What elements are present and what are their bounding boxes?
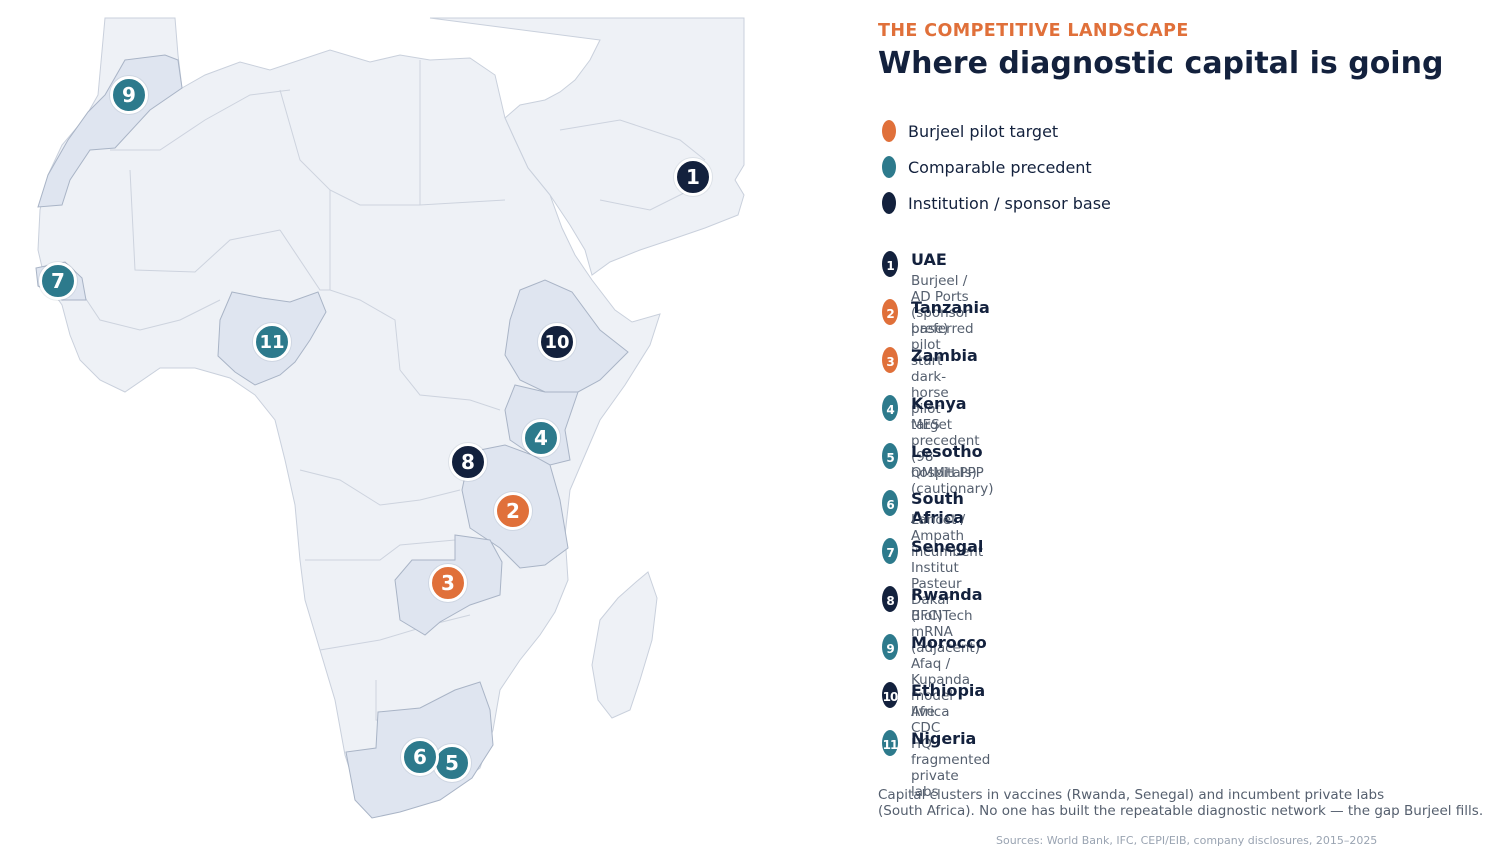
location-description: preferred pilot start: [911, 320, 974, 369]
summary-text: Capital clusters in vaccines (Rwanda, Se…: [878, 787, 1490, 819]
location-number-badge: 3: [882, 346, 898, 373]
legend-item-precedent: Comparable precedent: [878, 149, 1111, 185]
right-panel: THE COMPETITIVE LANDSCAPE Where diagnost…: [878, 0, 1488, 864]
location-description: MES precedent (98 hospitals): [911, 416, 980, 481]
location-number-badge: 4: [882, 394, 898, 421]
location-name: UAE: [911, 250, 947, 269]
sources-note: Sources: World Bank, IFC, CEPI/EIB, comp…: [996, 834, 1378, 847]
location-name: Morocco: [911, 633, 987, 653]
location-description: Burjeel / AD Ports (sponsor base): [911, 273, 970, 337]
africa-landmass: [37, 17, 661, 816]
location-number-badge: 11: [882, 729, 898, 756]
legend: Burjeel pilot target Comparable precedent…: [878, 113, 1111, 221]
legend-dot-icon: [882, 156, 896, 178]
map-marker-uae[interactable]: 1: [674, 158, 712, 196]
map-marker-nigeria[interactable]: 11: [253, 323, 291, 361]
location-number-badge: 7: [882, 538, 898, 565]
map-marker-rwanda[interactable]: 8: [449, 443, 487, 481]
location-name: South Africa: [911, 489, 964, 528]
location-name: Zambia: [911, 345, 978, 365]
legend-label: Comparable precedent: [908, 157, 1092, 177]
location-description: QMMH PPP (cautionary): [911, 464, 994, 497]
location-description: dark-horse pilot target: [911, 368, 953, 433]
summary-line-1: Capital clusters in vaccines (Rwanda, Se…: [878, 787, 1385, 803]
location-description: fragmented private labs: [911, 751, 991, 800]
legend-label: Institution / sponsor base: [908, 193, 1111, 213]
map-marker-tanzania[interactable]: 2: [494, 492, 532, 530]
page-title: Where diagnostic capital is going: [878, 46, 1444, 81]
location-description: Africa CDC HQ: [911, 704, 950, 753]
map-marker-morocco[interactable]: 9: [110, 76, 148, 114]
legend-dot-icon: [882, 120, 896, 142]
location-number-badge: 2: [882, 298, 898, 325]
map-marker-south-africa[interactable]: 6: [401, 738, 439, 776]
map-panel: 1 2 3 4 5 6 7 8 9 10 11: [35, 17, 745, 819]
legend-item-institution: Institution / sponsor base: [878, 185, 1111, 221]
africa-map: [35, 17, 745, 819]
location-name: Ethiopia: [911, 681, 986, 701]
location-number-badge: 6: [882, 490, 898, 517]
legend-item-pilot: Burjeel pilot target: [878, 113, 1111, 149]
location-number-badge: 10: [882, 682, 898, 709]
madagascar-landmass: [591, 571, 658, 719]
location-description: Institut Pasteur Dakar (IFC): [911, 560, 962, 625]
location-description: Afaq / Kupanda model live: [911, 656, 970, 721]
location-name: Lesotho: [911, 441, 983, 461]
map-marker-zambia[interactable]: 3: [429, 564, 467, 602]
legend-label: Burjeel pilot target: [908, 121, 1059, 141]
location-number-badge: 8: [882, 586, 898, 613]
location-number-badge: 5: [882, 442, 898, 469]
section-eyebrow: THE COMPETITIVE LANDSCAPE: [878, 21, 1189, 41]
location-description: BioNTech mRNA (adjacent): [911, 608, 980, 657]
location-name: Senegal: [911, 537, 984, 557]
map-marker-kenya[interactable]: 4: [522, 419, 560, 457]
location-description: Lancet / Ampath incumbent: [911, 512, 984, 561]
location-name: Nigeria: [911, 728, 977, 748]
summary-line-2: (South Africa). No one has built the rep…: [878, 803, 1484, 819]
map-marker-senegal[interactable]: 7: [39, 262, 77, 300]
map-marker-lesotho[interactable]: 5: [433, 744, 471, 782]
map-marker-ethiopia[interactable]: 10: [538, 323, 576, 361]
location-name: Kenya: [911, 393, 967, 413]
legend-dot-icon: [882, 192, 896, 214]
location-number-badge: 9: [882, 634, 898, 661]
location-name: Tanzania: [911, 297, 990, 317]
location-number-badge: 1: [882, 251, 898, 277]
arabia-landmass: [429, 17, 745, 276]
location-name: Rwanda: [911, 585, 983, 605]
